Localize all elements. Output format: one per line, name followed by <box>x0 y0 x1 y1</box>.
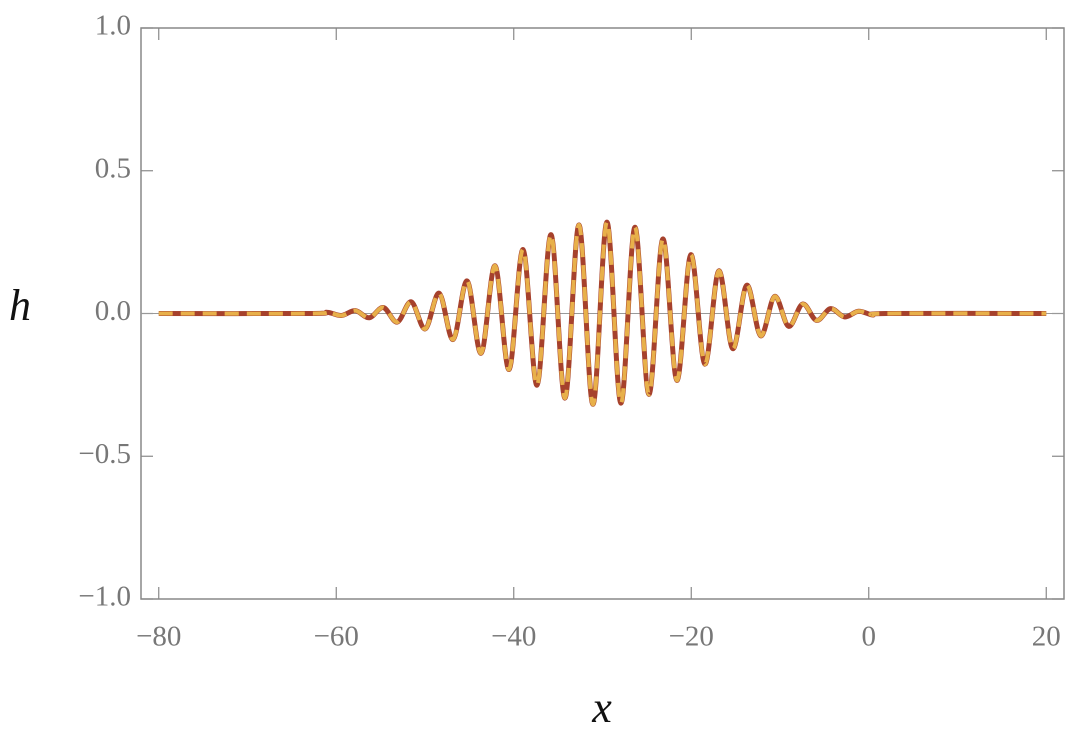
data-line <box>158 220 1047 407</box>
y-tick-label: 0.5 <box>95 152 131 184</box>
x-tick-label: −20 <box>669 621 714 653</box>
y-tick-label: 1.0 <box>95 10 131 42</box>
x-axis-label: x <box>591 683 612 732</box>
x-tick-label: −80 <box>136 621 181 653</box>
x-tick-label: 20 <box>1032 621 1061 653</box>
y-tick-label: 0.0 <box>95 295 131 327</box>
y-axis-label: h <box>9 281 31 330</box>
y-tick-label: −1.0 <box>78 581 131 613</box>
x-tick-label: −40 <box>491 621 536 653</box>
x-tick-label: 0 <box>862 621 877 653</box>
x-tick-label: −60 <box>314 621 359 653</box>
y-tick-label: −0.5 <box>78 438 131 470</box>
